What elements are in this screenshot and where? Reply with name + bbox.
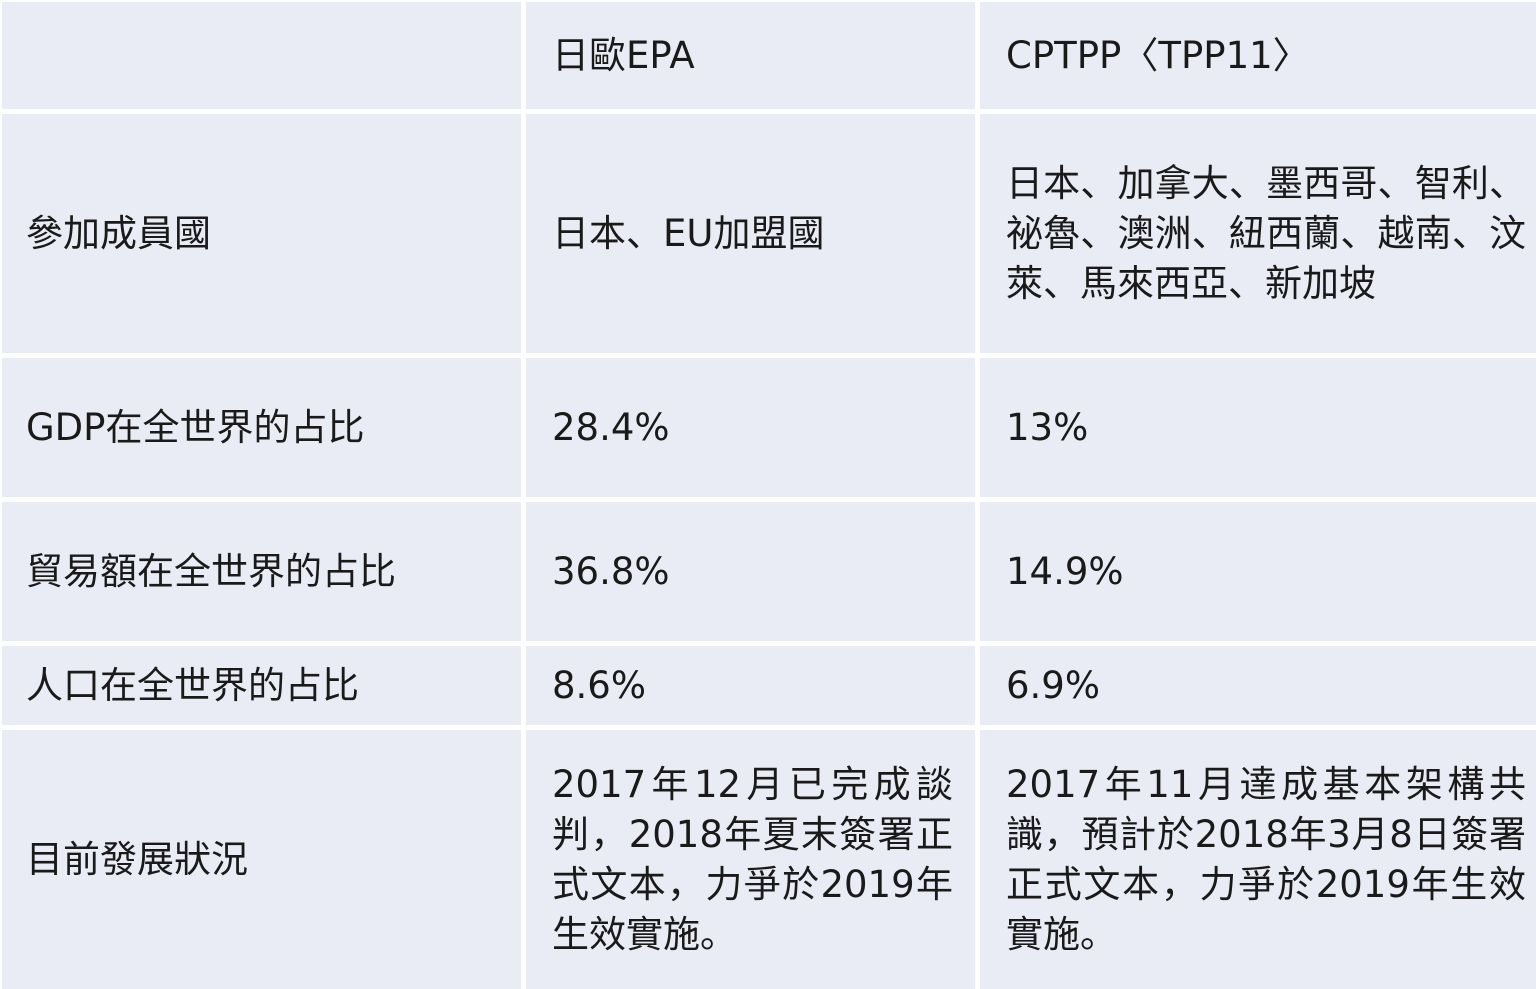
row-trade-epa: 36.8% <box>552 549 670 593</box>
row-gdp-cptpp: 13% <box>1006 405 1089 449</box>
row-status-label: 目前發展狀況 <box>26 837 248 881</box>
row-population-cptpp: 6.9% <box>1006 663 1100 707</box>
row-trade-epa-cell: 36.8% <box>526 502 975 641</box>
row-population-epa-cell: 8.6% <box>526 646 975 725</box>
row-gdp-label-cell: GDP在全世界的占比 <box>2 358 521 497</box>
row-members-cptpp-cell: 日本、加拿大、墨西哥、智利、祕魯、澳洲、紐西蘭、越南、汶萊、馬來西亞、新加坡 <box>980 114 1536 353</box>
row-trade-cptpp: 14.9% <box>1006 549 1124 593</box>
row-members-label: 參加成員國 <box>26 211 211 255</box>
row-members-label-cell: 參加成員國 <box>2 114 521 353</box>
header-corner-cell <box>2 2 521 109</box>
row-status-label-cell: 目前發展狀況 <box>2 730 521 989</box>
row-members-epa-cell: 日本、EU加盟國 <box>526 114 975 353</box>
row-gdp-epa-cell: 28.4% <box>526 358 975 497</box>
header-epa-text: 日歐EPA <box>552 33 695 77</box>
row-trade-label: 貿易額在全世界的占比 <box>26 549 396 593</box>
row-gdp-cptpp-cell: 13% <box>980 358 1536 497</box>
row-trade-label-cell: 貿易額在全世界的占比 <box>2 502 521 641</box>
row-status-cptpp-cell: 2017年11月達成基本架構共識，預計於2018年3月8日簽署正式文本，力爭於2… <box>980 730 1536 989</box>
header-cptpp-cell: CPTPP〈TPP11〉 <box>980 2 1536 109</box>
row-status-epa: 2017年12月已完成談判，2018年夏末簽署正式文本，力爭於2019年生效實施… <box>552 762 953 956</box>
row-status-epa-cell: 2017年12月已完成談判，2018年夏末簽署正式文本，力爭於2019年生效實施… <box>526 730 975 989</box>
row-population-cptpp-cell: 6.9% <box>980 646 1536 725</box>
row-population-label-cell: 人口在全世界的占比 <box>2 646 521 725</box>
header-cptpp-text: CPTPP〈TPP11〉 <box>1006 33 1310 77</box>
row-population-label: 人口在全世界的占比 <box>26 663 359 707</box>
row-members-cptpp: 日本、加拿大、墨西哥、智利、祕魯、澳洲、紐西蘭、越南、汶萊、馬來西亞、新加坡 <box>1006 161 1526 305</box>
row-members-epa: 日本、EU加盟國 <box>552 211 825 255</box>
row-status-cptpp: 2017年11月達成基本架構共識，預計於2018年3月8日簽署正式文本，力爭於2… <box>1006 762 1526 956</box>
row-population-epa: 8.6% <box>552 663 646 707</box>
row-trade-cptpp-cell: 14.9% <box>980 502 1536 641</box>
header-epa-cell: 日歐EPA <box>526 2 975 109</box>
row-gdp-label: GDP在全世界的占比 <box>26 405 365 449</box>
row-gdp-epa: 28.4% <box>552 405 670 449</box>
